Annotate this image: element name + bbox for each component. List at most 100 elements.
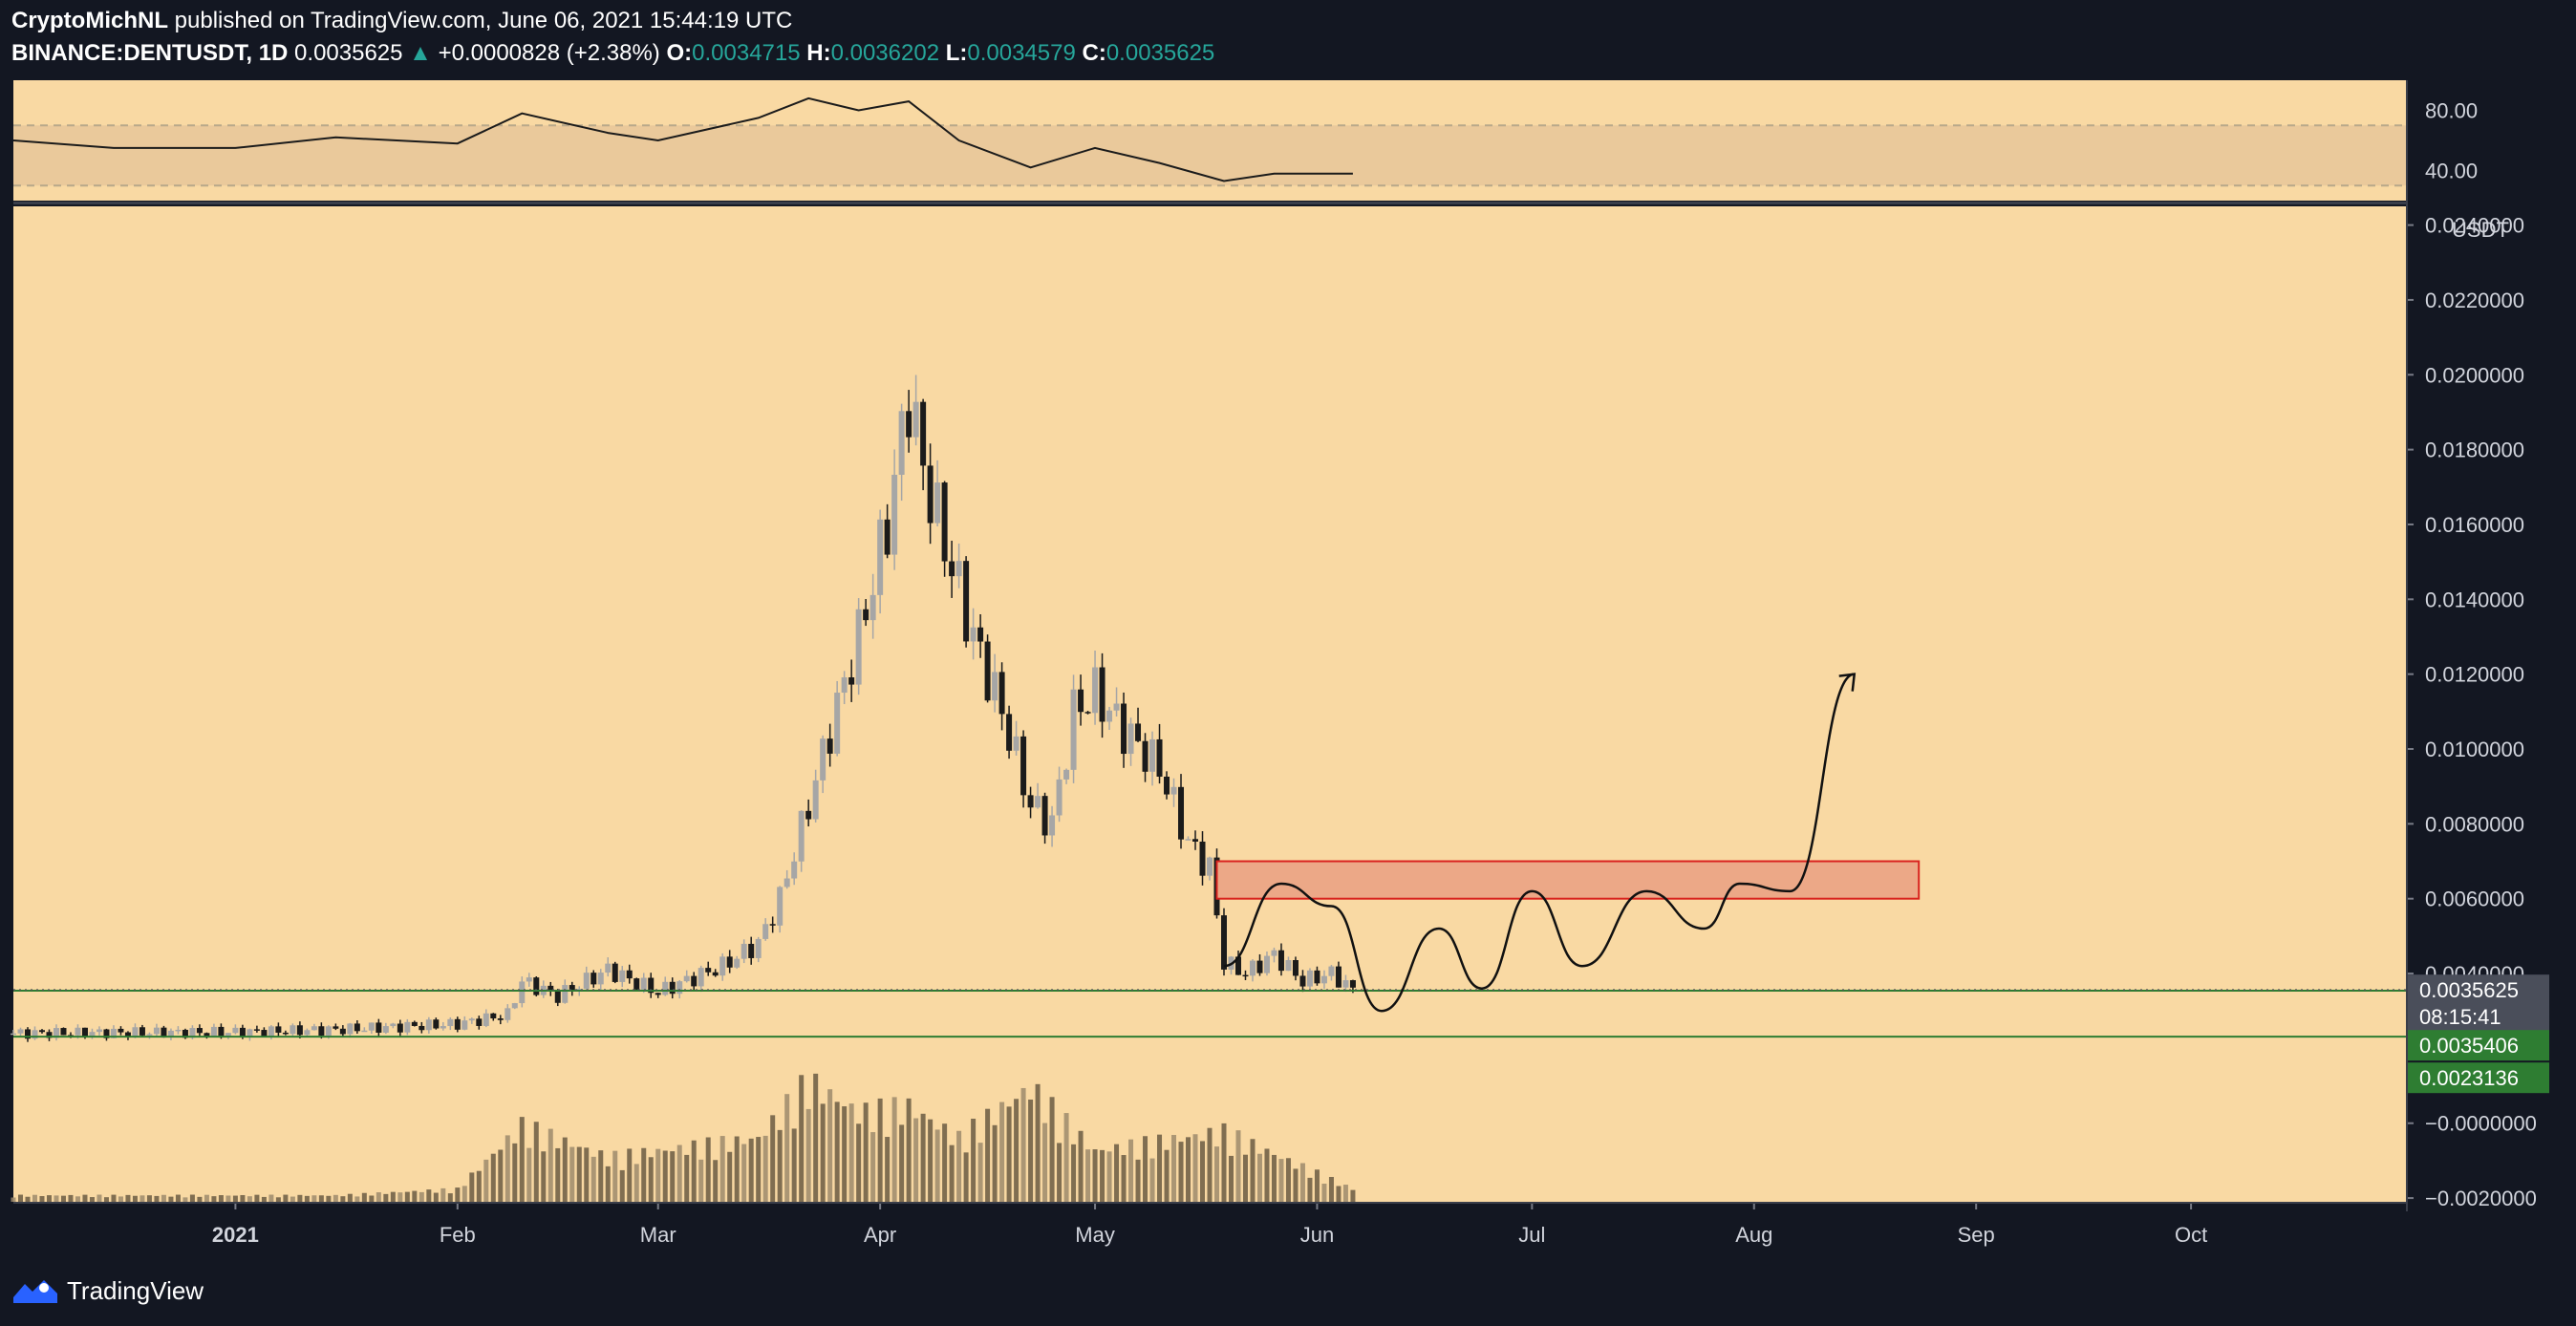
candle-body <box>476 1018 483 1026</box>
volume-bar <box>519 1117 525 1202</box>
volume-bar <box>68 1194 74 1202</box>
volume-bar <box>469 1172 475 1202</box>
candle-body <box>662 981 669 995</box>
volume-bar <box>512 1143 518 1202</box>
candle-body <box>963 561 970 642</box>
candle-body <box>361 1030 368 1033</box>
volume-bar <box>103 1197 109 1202</box>
candle-body <box>110 1028 117 1038</box>
volume-bar <box>899 1124 905 1202</box>
time-axis[interactable]: 2021 Feb Mar Apr May Jun Jul Aug Sep Oct <box>212 1202 2207 1247</box>
candle-body <box>791 861 798 879</box>
volume-bar <box>1186 1137 1191 1202</box>
volume-bar <box>676 1144 682 1202</box>
candle-body <box>1306 970 1313 987</box>
candle-body <box>139 1027 145 1036</box>
candle-body <box>691 975 698 987</box>
candle-body <box>805 810 812 820</box>
candle-body <box>970 627 977 642</box>
candle-body <box>820 738 826 781</box>
interval: 1D <box>258 40 289 66</box>
price-tick-label: 0.0220000 <box>2425 289 2524 312</box>
candle-body <box>562 985 569 1003</box>
candle-body <box>167 1030 174 1038</box>
candle-body <box>1020 736 1027 796</box>
candle-body <box>984 641 991 701</box>
price-change: +0.0000828 (+2.38%) <box>438 40 660 66</box>
candle-body <box>992 672 998 701</box>
volume-bar <box>498 1149 504 1202</box>
volume-bar <box>576 1146 582 1202</box>
candle-body <box>253 1029 260 1031</box>
volume-bar <box>369 1195 375 1202</box>
candle-body <box>590 973 597 985</box>
price-pane[interactable] <box>11 206 2406 1202</box>
candle-body <box>812 780 819 820</box>
volume-bar <box>426 1189 432 1202</box>
candle-body <box>454 1018 461 1030</box>
volume-bar <box>125 1194 131 1202</box>
volume-bar <box>483 1159 489 1202</box>
volume-bar <box>770 1115 776 1202</box>
candle-body <box>247 1029 253 1037</box>
price-tick-label: 0.0100000 <box>2425 738 2524 761</box>
last-price: 0.0035625 <box>294 40 403 66</box>
candle-body <box>1149 738 1156 772</box>
publish-header: CryptoMichNL published on TradingView.co… <box>11 8 792 34</box>
volume-bar <box>1221 1123 1227 1202</box>
volume-bar <box>1128 1139 1134 1202</box>
volume-bar <box>1106 1151 1112 1202</box>
rsi-pane[interactable] <box>12 80 2406 201</box>
volume-bar <box>46 1195 52 1202</box>
volume-bar <box>189 1194 195 1202</box>
candle-body <box>949 561 955 577</box>
volume-bar <box>1235 1130 1241 1202</box>
volume-bar <box>455 1187 461 1202</box>
volume-bar <box>662 1150 668 1202</box>
volume-bar <box>1078 1130 1084 1202</box>
volume-bar <box>1035 1083 1041 1202</box>
volume-bar <box>684 1154 690 1202</box>
volume-bar <box>1350 1189 1356 1202</box>
candle-body <box>304 1030 311 1036</box>
volume-bar <box>842 1106 848 1202</box>
candle-body <box>877 519 884 595</box>
candle-body <box>368 1022 375 1031</box>
candle-body <box>1041 796 1048 836</box>
volume-bar <box>1143 1136 1148 1202</box>
volume-bar <box>1135 1159 1141 1202</box>
volume-bar <box>856 1123 862 1202</box>
volume-bar <box>956 1130 962 1202</box>
volume-bar <box>182 1197 188 1202</box>
volume-bar <box>1085 1149 1091 1202</box>
close-value: 0.0035625 <box>1106 40 1215 66</box>
candle-body <box>404 1021 411 1033</box>
volume-bar <box>619 1169 625 1202</box>
volume-bar <box>383 1193 389 1202</box>
currency-label: USDT <box>2452 218 2509 242</box>
tradingview-logo[interactable]: TradingView <box>13 1276 204 1305</box>
volume-bar <box>1264 1148 1270 1202</box>
candle-body <box>1349 980 1356 988</box>
candle-body <box>232 1027 239 1034</box>
volume-bar <box>784 1094 790 1202</box>
volume-bar <box>705 1137 711 1202</box>
volume-bar <box>1336 1186 1342 1202</box>
candle-body <box>347 1023 354 1035</box>
volume-bar <box>949 1144 955 1202</box>
price-tick-label: 0.0080000 <box>2425 812 2524 836</box>
candle-body <box>841 677 848 694</box>
candle-body <box>468 1018 475 1021</box>
candle-body <box>1285 959 1292 972</box>
candle-body <box>32 1030 38 1039</box>
volume-bar <box>268 1194 274 1202</box>
candle-body <box>719 956 726 976</box>
volume-bar <box>1057 1143 1063 1202</box>
candle-body <box>519 981 526 1004</box>
price-tick-label: 0.0240000 <box>2425 214 2524 238</box>
candle-body <box>296 1025 303 1036</box>
candle-body <box>1207 857 1213 876</box>
candle-body <box>977 627 984 642</box>
